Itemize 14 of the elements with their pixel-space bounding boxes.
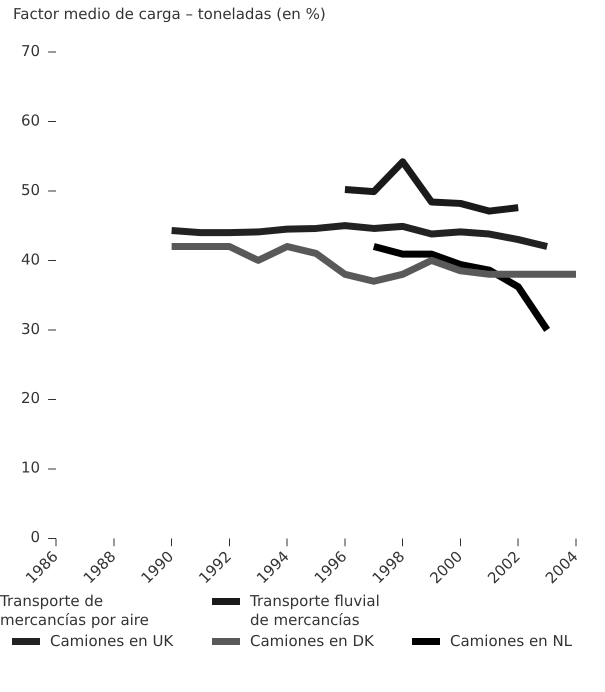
legend-label: Camiones en UK [50,632,174,651]
y-tick-label: 10 [20,458,40,477]
legend-label: Transporte fluvial de mercancías [250,592,381,630]
y-tick-label: 20 [20,389,40,408]
y-tick-label: 60 [20,111,40,130]
chart-title: Factor medio de carga – toneladas (en %) [13,4,326,23]
legend-label: Camiones en DK [250,632,374,651]
y-tick-label: 50 [20,180,40,199]
y-tick-label: 40 [20,250,40,268]
y-tick-label: 70 [20,42,40,60]
y-tick-label: 30 [20,320,40,338]
text: Transporte de mercancías por aire [0,592,150,630]
y-tick-label: 0 [30,528,40,546]
legend-label: Camiones en NL [450,632,572,651]
